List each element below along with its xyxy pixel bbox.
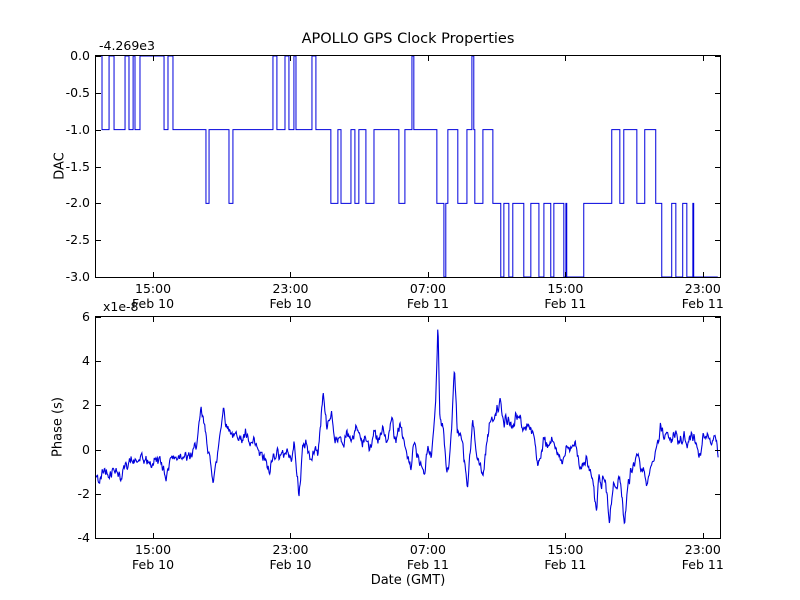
y-tick-label: 0.0 [70, 48, 90, 63]
x-tick-date-label: Feb 11 [544, 296, 587, 311]
x-tick-time-label: 15:00 [135, 281, 172, 296]
x-tick-time-label: 07:00 [409, 281, 446, 296]
phase-axis-offset-label: x1e-8 [103, 299, 139, 314]
x-tick-date-label: Feb 11 [406, 557, 449, 572]
x-tick-date-label: Feb 10 [269, 557, 312, 572]
x-tick-date-label: Feb 11 [681, 557, 724, 572]
plot-title: APOLLO GPS Clock Properties [301, 31, 515, 47]
x-tick-time-label: 23:00 [272, 542, 309, 557]
y-tick-label: -2.5 [65, 232, 90, 248]
y-tick-label: -1.0 [65, 121, 90, 137]
dac-axis-offset-label: -4.269e3 [99, 38, 155, 53]
x-tick-date-label: Feb 11 [406, 296, 449, 311]
x-tick-date-label: Feb 11 [681, 296, 724, 311]
x-tick-date-label: Feb 11 [544, 557, 587, 572]
x-tick-time-label: 15:00 [547, 281, 584, 296]
y-tick-label: -3.0 [65, 269, 90, 284]
axes-spines [95, 55, 721, 278]
dac-step-line [96, 56, 718, 277]
y-tick-label: 2 [82, 397, 90, 413]
y-tick-label: -2 [77, 485, 90, 501]
x-tick-time-label: 23:00 [684, 542, 721, 557]
x-tick-date-label: Feb 10 [132, 296, 175, 311]
y-tick-label: -4 [77, 530, 90, 545]
date-xlabel: Date (GMT) [370, 573, 446, 588]
y-tick-label: -2.0 [65, 195, 90, 211]
x-tick-time-label: 23:00 [272, 281, 309, 296]
x-tick-time-label: 07:00 [409, 542, 446, 557]
y-tick-label: 0 [82, 441, 90, 457]
x-tick-time-label: 23:00 [684, 281, 721, 296]
phase-trace [96, 329, 719, 525]
y-tick-label: 4 [82, 353, 90, 369]
x-tick-date-label: Feb 10 [132, 557, 175, 572]
axes-spines [95, 316, 721, 539]
y-tick-label: 6 [82, 309, 90, 324]
x-tick-time-label: 15:00 [135, 542, 172, 557]
x-tick-date-label: Feb 10 [269, 296, 312, 311]
y-tick-label: -1.5 [65, 158, 90, 174]
x-tick-time-label: 15:00 [547, 542, 584, 557]
y-tick-label: -0.5 [65, 84, 90, 100]
